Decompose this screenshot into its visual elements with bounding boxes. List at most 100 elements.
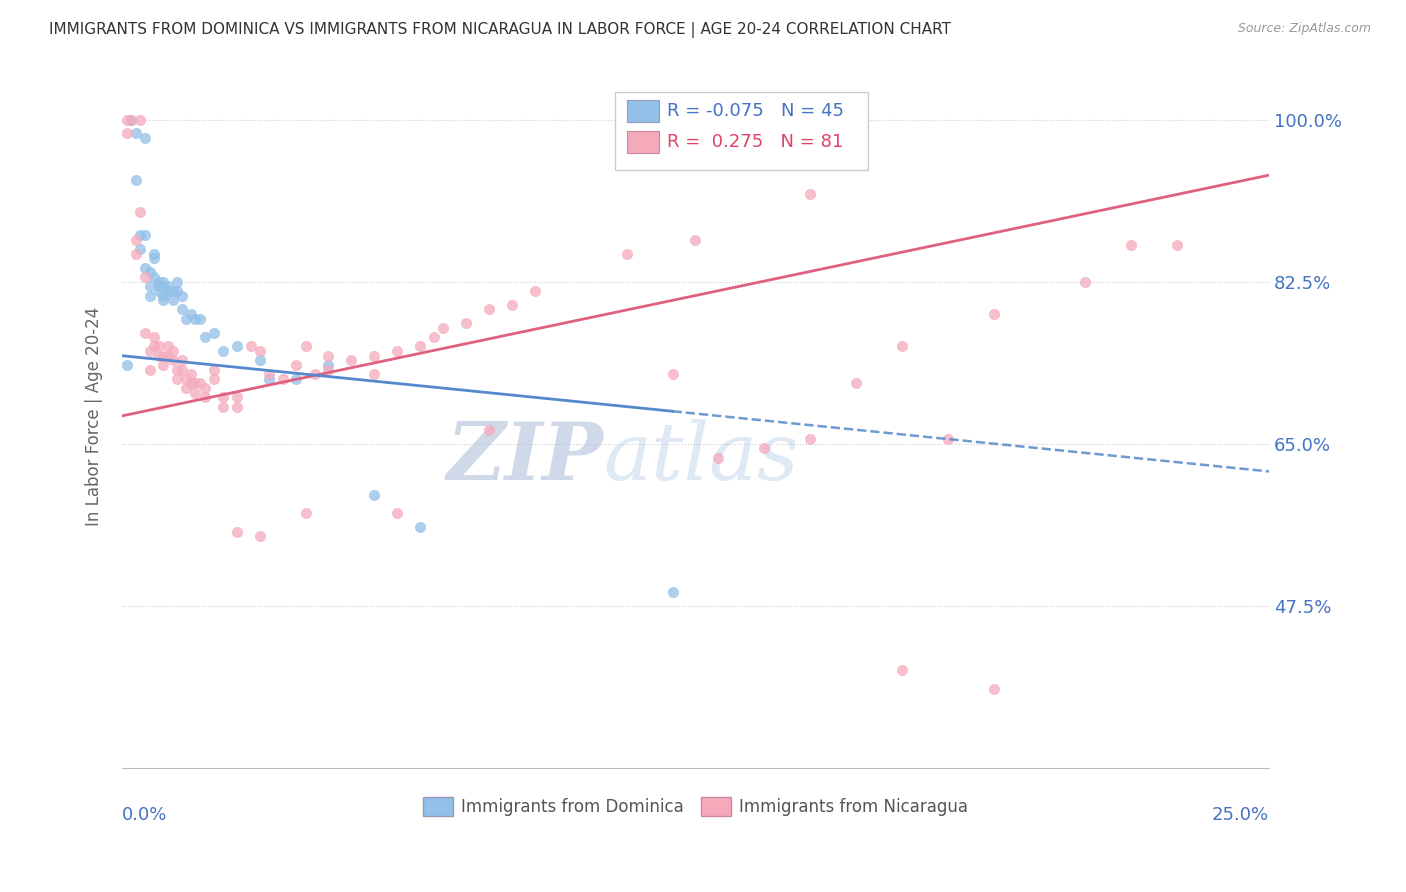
Point: [162, 353, 184, 368]
Point: [249, 344, 271, 359]
Point: [156, 284, 179, 298]
Point: [152, 275, 174, 289]
Point: [212, 400, 235, 414]
Point: [162, 293, 184, 307]
Point: [143, 270, 166, 285]
Point: [983, 681, 1005, 696]
Point: [156, 279, 179, 293]
Point: [125, 233, 148, 247]
Point: [162, 284, 184, 298]
Text: IMMIGRANTS FROM DOMINICA VS IMMIGRANTS FROM NICARAGUA IN LABOR FORCE | AGE 20-24: IMMIGRANTS FROM DOMINICA VS IMMIGRANTS F…: [49, 22, 952, 38]
Point: [138, 362, 160, 376]
Point: [318, 362, 340, 376]
Point: [294, 506, 316, 520]
Point: [125, 127, 148, 141]
Point: [188, 311, 211, 326]
Point: [170, 353, 193, 368]
Point: [685, 233, 707, 247]
Point: [754, 442, 776, 456]
Point: [936, 432, 959, 446]
Point: [143, 330, 166, 344]
Point: [1074, 275, 1097, 289]
Point: [501, 298, 523, 312]
Point: [318, 349, 340, 363]
Point: [890, 664, 912, 678]
Point: [225, 524, 247, 539]
Point: [1121, 237, 1143, 252]
Point: [166, 275, 188, 289]
Point: [152, 293, 174, 307]
Point: [174, 372, 197, 386]
Point: [799, 186, 821, 201]
Point: [194, 330, 217, 344]
Point: [152, 288, 174, 302]
Point: [180, 368, 202, 382]
Point: [363, 368, 385, 382]
Point: [194, 381, 217, 395]
Point: [148, 275, 170, 289]
Point: [138, 279, 160, 293]
Point: [129, 242, 152, 256]
Point: [170, 288, 193, 302]
Point: [202, 372, 225, 386]
Point: [120, 112, 142, 127]
Point: [202, 326, 225, 340]
Text: R =  0.275   N = 81: R = 0.275 N = 81: [666, 133, 844, 151]
Point: [180, 307, 202, 321]
Point: [148, 349, 170, 363]
Point: [166, 284, 188, 298]
Point: [363, 487, 385, 501]
Text: atlas: atlas: [603, 419, 799, 497]
Point: [120, 112, 142, 127]
Point: [845, 376, 868, 391]
Point: [225, 400, 247, 414]
Point: [148, 284, 170, 298]
Point: [478, 423, 501, 437]
Point: [156, 339, 179, 353]
Point: [423, 330, 446, 344]
Point: [799, 432, 821, 446]
Y-axis label: In Labor Force | Age 20-24: In Labor Force | Age 20-24: [86, 306, 103, 525]
Point: [129, 228, 152, 243]
Point: [225, 339, 247, 353]
Point: [249, 353, 271, 368]
Point: [616, 247, 638, 261]
Point: [478, 302, 501, 317]
Point: [162, 344, 184, 359]
Point: [890, 339, 912, 353]
Legend: Immigrants from Dominica, Immigrants from Nicaragua: Immigrants from Dominica, Immigrants fro…: [416, 790, 974, 822]
Point: [152, 358, 174, 372]
Point: [202, 362, 225, 376]
Point: [285, 372, 308, 386]
Text: R = -0.075   N = 45: R = -0.075 N = 45: [666, 103, 844, 120]
FancyBboxPatch shape: [627, 131, 659, 153]
Point: [134, 260, 156, 275]
Point: [170, 362, 193, 376]
Point: [152, 349, 174, 363]
Point: [409, 520, 432, 534]
Text: 25.0%: 25.0%: [1212, 806, 1270, 824]
Point: [184, 385, 207, 400]
Point: [294, 339, 316, 353]
Point: [983, 307, 1005, 321]
Point: [212, 390, 235, 404]
Point: [456, 316, 478, 330]
Text: ZIP: ZIP: [447, 419, 603, 497]
Point: [129, 205, 152, 219]
Point: [661, 368, 683, 382]
Point: [143, 247, 166, 261]
Point: [523, 284, 546, 298]
Point: [184, 311, 207, 326]
Point: [134, 228, 156, 243]
FancyBboxPatch shape: [616, 92, 868, 169]
Point: [212, 344, 235, 359]
Point: [125, 173, 148, 187]
Point: [1166, 237, 1188, 252]
Point: [115, 112, 138, 127]
Point: [257, 372, 280, 386]
Point: [194, 390, 217, 404]
Point: [707, 450, 730, 465]
Point: [148, 339, 170, 353]
Point: [285, 358, 308, 372]
Point: [318, 358, 340, 372]
